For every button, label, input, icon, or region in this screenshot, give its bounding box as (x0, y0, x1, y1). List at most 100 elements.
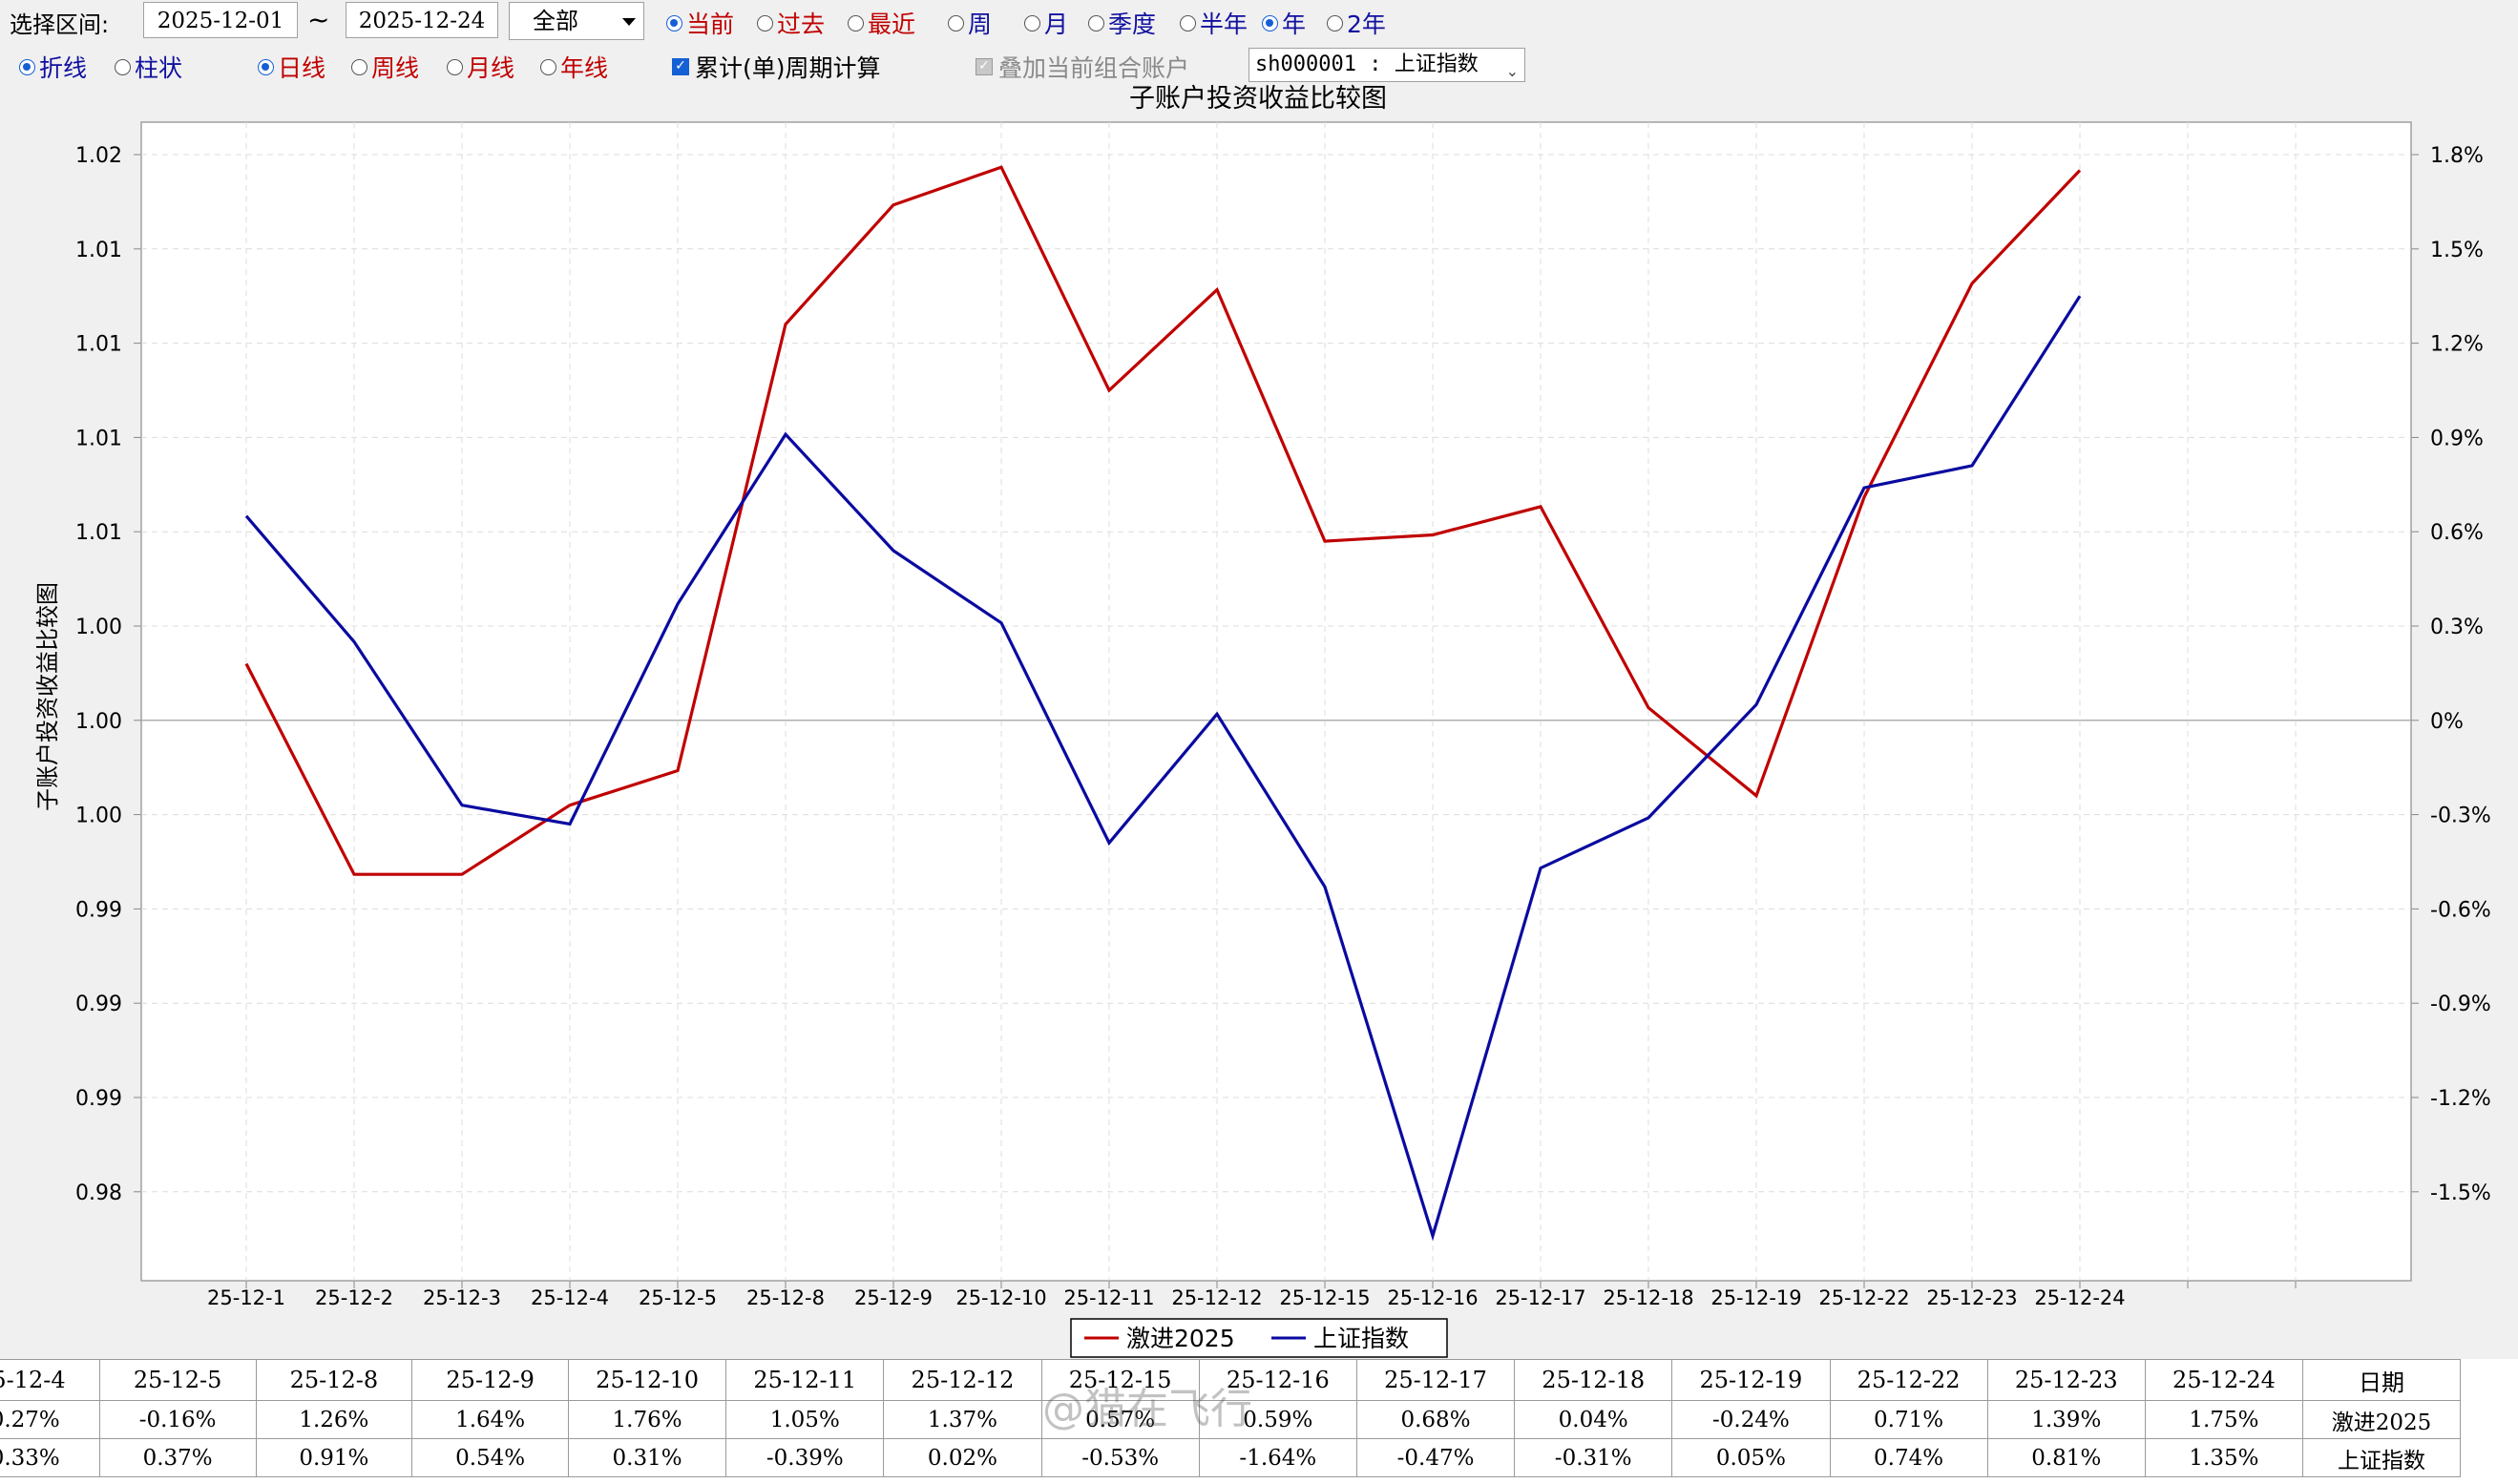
table-cell: 0.81% (1986, 1438, 2146, 1477)
table-row[interactable]: -0.27%-0.16%1.26%1.64%1.76%1.05%1.37%0.5… (0, 1400, 2461, 1439)
chart-svg: 子账户投资收益比较图子账户投资收益比较图1.8%1.021.5%1.011.2%… (34, 84, 2491, 1358)
x-tick-label: 25-12-23 (1926, 1286, 2017, 1309)
x-tick-label: 25-12-17 (1495, 1286, 1585, 1309)
header-cell: 25-12-24 (2144, 1359, 2304, 1401)
right-tick-label: 1.2% (2430, 333, 2484, 357)
period-mode-radio-0[interactable]: 当前 (666, 6, 734, 40)
table-cell: 上证指数 (2302, 1438, 2461, 1477)
left-tick-label: 1.01 (75, 521, 122, 545)
x-tick-label: 25-12-24 (2034, 1286, 2125, 1309)
header-cell: 25-12-12 (883, 1359, 1042, 1401)
x-tick-label: 25-12-5 (639, 1286, 717, 1309)
cumulative-checkbox[interactable]: ✓ 累计(单)周期计算 (672, 50, 881, 84)
y-axis-label: 子账户投资收益比较图 (34, 582, 61, 811)
x-tick-label: 25-12-10 (955, 1286, 1046, 1309)
table-cell: 激进2025 (2302, 1400, 2461, 1439)
table-cell: 1.35% (2144, 1438, 2304, 1477)
period-len-radio-5[interactable]: 2年 (1327, 6, 1386, 40)
checkbox-disabled-icon: ✓ (976, 58, 993, 75)
table-cell: -0.27% (0, 1400, 100, 1439)
table-cell: 1.26% (255, 1400, 413, 1439)
x-tick-label: 25-12-19 (1710, 1286, 1801, 1309)
right-tick-label: 0.3% (2430, 616, 2484, 639)
data-grid[interactable]: 25-12-425-12-525-12-825-12-925-12-1025-1… (0, 1359, 2518, 1484)
table-cell: 1.39% (1986, 1400, 2146, 1439)
chevron-down-icon: ⌄ (1505, 62, 1519, 80)
right-tick-label: -0.9% (2430, 993, 2491, 1016)
chart-title: 子账户投资收益比较图 (1129, 84, 1387, 114)
header-cell: 25-12-11 (725, 1359, 885, 1401)
period-mode-label: 当前 (686, 10, 735, 38)
x-tick-label: 25-12-2 (315, 1286, 393, 1309)
kline-radio-1[interactable]: 周线 (351, 50, 419, 84)
range-separator: ~ (307, 4, 330, 35)
date-from-input[interactable]: 2025-12-01 (143, 2, 298, 38)
date-to-input[interactable]: 2025-12-24 (346, 2, 498, 38)
period-len-radio-3[interactable]: 半年 (1180, 6, 1248, 40)
x-tick-label: 25-12-4 (531, 1286, 609, 1309)
period-len-radio-1[interactable]: 月 (1024, 6, 1068, 40)
radio-selected-icon (19, 58, 35, 75)
right-tick-label: 0.6% (2430, 521, 2484, 545)
kline-radio-2[interactable]: 月线 (447, 50, 514, 84)
table-cell: 0.91% (255, 1438, 413, 1477)
kline-radio-3[interactable]: 年线 (540, 50, 608, 84)
index-select[interactable]: sh000001 : 上证指数 ⌄ (1249, 48, 1525, 82)
table-cell: -0.47% (1355, 1438, 1516, 1477)
series-line-1 (244, 295, 2082, 1242)
header-cell: 25-12-8 (255, 1359, 413, 1401)
kline-radio-0[interactable]: 日线 (258, 50, 325, 84)
chart-style-radio-1[interactable]: 柱状 (115, 50, 182, 84)
period-mode-label: 过去 (777, 10, 826, 38)
radio-empty-icon (351, 58, 367, 75)
table-row[interactable]: -0.33%0.37%0.91%0.54%0.31%-0.39%0.02%-0.… (0, 1438, 2461, 1477)
header-cell: 25-12-15 (1040, 1359, 1200, 1401)
plot-area (140, 121, 2412, 1282)
period-mode-radio-2[interactable]: 最近 (848, 6, 915, 40)
table-cell: 0.54% (411, 1438, 569, 1477)
kline-label: 年线 (560, 54, 609, 82)
legend-box (1070, 1318, 1448, 1358)
header-cell: 25-12-10 (567, 1359, 727, 1401)
table-cell: 0.57% (1040, 1400, 1200, 1439)
period-len-label: 2年 (1347, 10, 1386, 38)
chart-style-label: 折线 (39, 54, 88, 82)
legend-entry: 上证指数 (1313, 1325, 1409, 1352)
radio-empty-icon (1088, 14, 1104, 31)
right-tick-label: -1.5% (2430, 1181, 2491, 1205)
x-tick-label: 25-12-22 (1818, 1286, 1909, 1309)
x-tick-label: 25-12-3 (423, 1286, 501, 1309)
x-tick-label: 25-12-8 (746, 1286, 825, 1309)
comparison-chart: 子账户投资收益比较图 子账户投资收益比较图 1.8% 1.02 1.5% 1.01 1.2%… (0, 80, 2518, 1359)
period-len-radio-4[interactable]: 年 (1262, 6, 1306, 40)
left-tick-label: 0.99 (75, 993, 122, 1016)
radio-empty-icon (848, 14, 864, 31)
toolbar-row-2: 折线 柱状 日线 周线 月线 年线 ✓ 累计(单)周期计算 ✓ 叠加当前组合账户 (0, 46, 2518, 84)
table-cell: -0.16% (98, 1400, 257, 1439)
x-tick-label: 25-12-1 (207, 1286, 285, 1309)
legend-entry: 激进2025 (1126, 1325, 1235, 1352)
period-len-radio-2[interactable]: 季度 (1088, 6, 1156, 40)
table-cell: 0.31% (567, 1438, 727, 1477)
header-cell: 25-12-5 (98, 1359, 257, 1401)
radio-empty-icon (1327, 14, 1343, 31)
chart-style-radio-0[interactable]: 折线 (19, 50, 87, 84)
period-mode-radio-1[interactable]: 过去 (757, 6, 825, 40)
overlay-label: 叠加当前组合账户 (998, 54, 1190, 82)
toolbar-row-1: 选择区间: 2025-12-01 ~ 2025-12-24 全部 当前 过去 最近 … (0, 0, 2518, 42)
table-header-row: 25-12-425-12-525-12-825-12-925-12-1025-1… (0, 1359, 2461, 1401)
period-len-radio-0[interactable]: 周 (948, 6, 992, 40)
left-tick-label: 1.02 (75, 144, 122, 168)
radio-selected-icon (666, 14, 682, 31)
x-tick-label: 25-12-18 (1603, 1286, 1693, 1309)
right-tick-label: -0.6% (2430, 898, 2491, 922)
table-cell: 0.04% (1514, 1400, 1673, 1439)
table-cell: 0.59% (1198, 1400, 1357, 1439)
table-cell: -0.39% (725, 1438, 885, 1477)
table-cell: -0.31% (1514, 1438, 1673, 1477)
period-len-label: 月 (1044, 10, 1069, 38)
header-cell: 25-12-19 (1671, 1359, 1831, 1401)
radio-empty-icon (757, 14, 773, 31)
data-table: 25-12-425-12-525-12-825-12-925-12-1025-1… (0, 1359, 2461, 1477)
scope-select[interactable]: 全部 (509, 2, 644, 40)
